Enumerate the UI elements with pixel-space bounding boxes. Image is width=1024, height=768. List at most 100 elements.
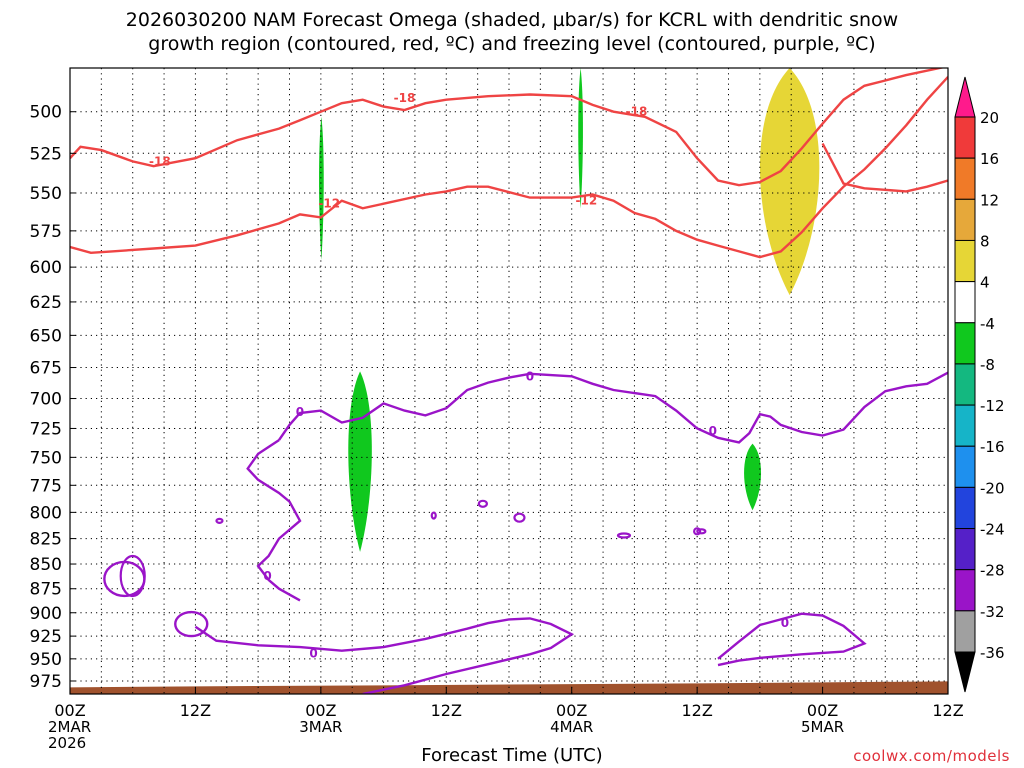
- y-tick-label: 925: [30, 627, 62, 647]
- freezing-blob: [693, 527, 702, 536]
- colorbar-legend: 20 16 12 8 4 -4 -8 -12 -16 -20 -24 -28 -32 -36: [954, 76, 1005, 693]
- freezing-blob: [616, 532, 632, 539]
- dgz-label: -18: [394, 91, 416, 105]
- colorbar-label: -12: [980, 397, 1005, 415]
- colorbar-segment: [954, 281, 976, 324]
- freezing-blob: [103, 560, 146, 598]
- x-tick-label: 12Z: [681, 701, 712, 720]
- colorbar-segment: [954, 157, 976, 200]
- colorbar-label: -16: [980, 438, 1005, 456]
- y-tick-label: 950: [30, 650, 62, 670]
- freezing-label: 0: [296, 405, 304, 419]
- colorbar-label: 8: [980, 232, 990, 250]
- y-tick-label: 975: [30, 672, 62, 692]
- contour-labels: -18 -18 -18 -12 -12 0 0 0 0 0 0: [149, 91, 789, 660]
- freezing-blob: [215, 517, 224, 524]
- freezing-blob: [174, 610, 209, 638]
- colorbar-label: -4: [980, 315, 995, 333]
- colorbar-segment: [954, 116, 976, 159]
- x-tick-label: 4MAR: [550, 718, 593, 736]
- y-tick-label: 600: [30, 258, 62, 278]
- colorbar-segment: [954, 363, 976, 406]
- y-tick-label: 675: [30, 359, 62, 379]
- freezing-contour-lower: [194, 617, 575, 694]
- freezing-label: 0: [263, 569, 271, 583]
- colorbar-label: -36: [980, 644, 1005, 662]
- freezing-label: 0: [781, 616, 789, 630]
- omega-region-4: [759, 68, 820, 296]
- x-tick-label: 12Z: [431, 701, 462, 720]
- freezing-contour-left: [246, 439, 302, 602]
- x-tick-label: 2026: [48, 734, 86, 752]
- x-tick-label: 2MAR: [48, 718, 91, 736]
- x-tick-label: 3MAR: [299, 718, 342, 736]
- y-tick-label: 625: [30, 293, 62, 313]
- dgz-label: -18: [626, 105, 648, 119]
- y-tick-label: 550: [30, 184, 62, 204]
- colorbar-label: -28: [980, 562, 1005, 580]
- y-tick-label: 725: [30, 419, 62, 439]
- freezing-label: 0: [309, 646, 317, 660]
- colorbar-label: -32: [980, 603, 1005, 621]
- x-tick-label: 12Z: [932, 701, 963, 720]
- colorbar-segment: [954, 239, 976, 283]
- x-tick-label: 12Z: [180, 701, 211, 720]
- x-tick-label: 00Z: [807, 701, 838, 720]
- colorbar-segment: [954, 198, 976, 241]
- colorbar-segment: [954, 486, 976, 530]
- grid-lines: [70, 68, 948, 694]
- colorbar-segment: [954, 610, 976, 653]
- freezing-contour-lower-right: [717, 612, 867, 667]
- colorbar-segment: [954, 322, 976, 365]
- y-tick-label: 900: [30, 604, 62, 624]
- freezing-blob: [477, 499, 488, 508]
- omega-region-3: [744, 443, 762, 511]
- x-tick-label: 00Z: [54, 701, 85, 720]
- colorbar-label: 20: [980, 109, 999, 127]
- y-tick-label: 575: [30, 222, 62, 242]
- colorbar-label: 16: [980, 150, 999, 168]
- dgz-contour-minus18: [70, 68, 946, 187]
- x-tick-label: 00Z: [305, 701, 336, 720]
- y-tick-label: 700: [30, 390, 62, 410]
- colorbar-label: -20: [980, 479, 1005, 497]
- colorbar-segment: [954, 569, 976, 612]
- y-tick-label: 525: [30, 144, 62, 164]
- y-tick-label: 775: [30, 476, 62, 496]
- colorbar-segment: [954, 528, 976, 571]
- freezing-blob: [696, 528, 707, 535]
- title-line-1: 2026030200 NAM Forecast Omega (shaded, µ…: [125, 9, 899, 31]
- omega-region-0: [319, 116, 324, 261]
- contours: [70, 68, 948, 694]
- dgz-label: -12: [318, 197, 340, 211]
- dgz-contour-minus18-branch: [821, 142, 948, 193]
- title-line-2: growth region (contoured, red, ºC) and f…: [148, 33, 876, 55]
- colorbar-segment: [954, 445, 976, 488]
- y-tick-label: 650: [30, 326, 62, 346]
- y-tick-label: 875: [30, 580, 62, 600]
- colorbar-label: 4: [980, 274, 990, 292]
- y-tick-label: 500: [30, 103, 62, 123]
- y-tick-label: 850: [30, 555, 62, 575]
- x-axis-title: Forecast Time (UTC): [421, 745, 603, 766]
- credit-text: coolwx.com/models: [853, 747, 1010, 765]
- freezing-label: 0: [709, 424, 717, 438]
- omega-region-1: [578, 68, 583, 209]
- x-tick-label: 5MAR: [801, 718, 844, 736]
- dgz-contour-minus12: [70, 76, 948, 259]
- dgz-label: -12: [576, 194, 598, 208]
- colorbar-top-triangle: [954, 76, 976, 118]
- plot-frame: [69, 67, 949, 695]
- freezing-blob: [430, 511, 437, 520]
- y-tick-label: 825: [30, 530, 62, 550]
- y-tick-label: 800: [30, 503, 62, 523]
- colorbar-label: -24: [980, 521, 1005, 539]
- colorbar-label: -8: [980, 356, 995, 374]
- omega-shading: [319, 68, 820, 552]
- x-tick-label: 00Z: [556, 701, 587, 720]
- dgz-label: -18: [149, 154, 171, 168]
- y-axis: 500 525 550 575 600 625 650 675 700 725 750 775 800 8…: [30, 103, 76, 692]
- chart-title: 2026030200 NAM Forecast Omega (shaded, µ…: [0, 8, 1024, 56]
